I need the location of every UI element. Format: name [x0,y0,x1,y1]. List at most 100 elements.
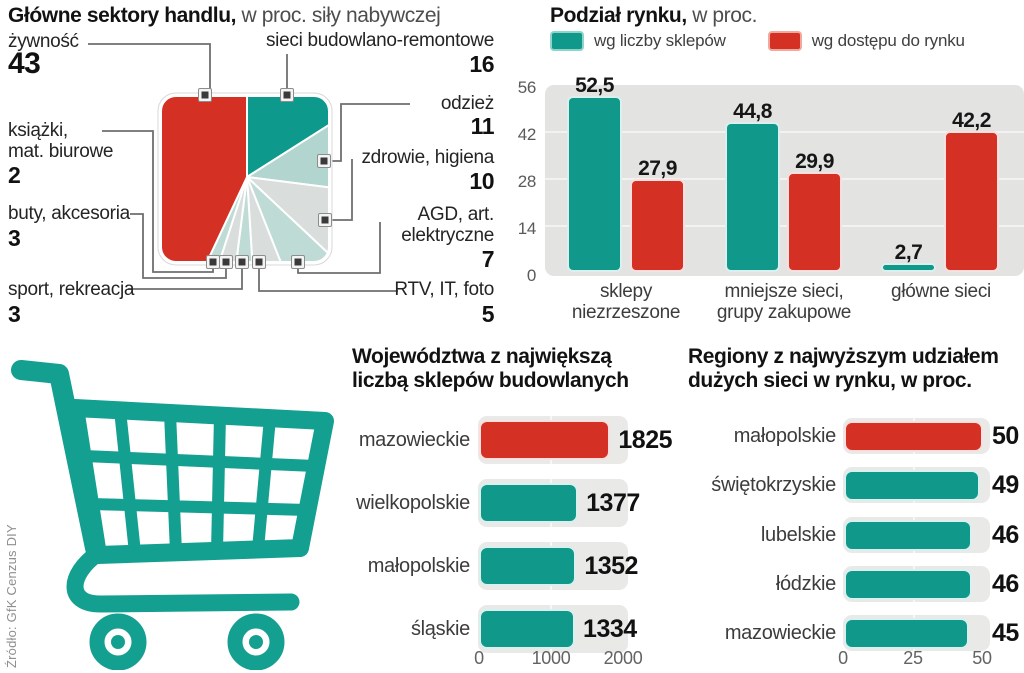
pie-value-agd: 7 [481,246,495,272]
bar-value-małopolskie: 1352 [584,552,638,580]
pie-label-buty: buty, akcesoria [8,203,130,224]
y-tick-56: 56 [517,78,537,98]
x-tick-1000: 1000 [531,648,571,668]
pie-marker-4 [294,258,302,266]
regions-title: Regiony z najwyższym udziałem dużych sie… [688,345,999,393]
bar-value-label-s0-c1: 44,8 [733,99,772,123]
cart-wheel-right-hub [249,635,263,649]
row-label-łódzkie: łódzkie [775,573,836,595]
bar-g-wne-sieci-s0 [881,262,936,272]
voivodeships-title: Województwa z największą liczbą sklepów … [352,345,629,393]
market-split-chart: Podział rynku, w proc. wg liczby sklepów… [512,0,1024,340]
bar-value-label-s0-c2: 2,7 [894,240,923,264]
pie-value-ksiazki: 2 [8,162,21,188]
pie-value-odziez: 11 [470,113,495,139]
pie-label-sieci: sieci budowlano-remontowe [265,30,494,51]
pie-marker-3 [321,216,329,224]
bar-value-mazowieckie: 1825 [618,426,673,454]
bar-małopolskie [479,546,577,586]
legend-label-shops-count: wg liczby sklepów [594,31,726,50]
x-tick-2000: 2000 [603,648,643,668]
main-sectors-title: Główne sektory handlu, w proc. siły naby… [8,4,441,27]
market-split-title: Podział rynku, w proc. [550,4,757,27]
cart-chassis [66,545,300,613]
legend-swatch-teal [550,31,584,51]
row-label-mazowieckie: mazowieckie [358,429,470,451]
main-sectors-subtitle: w proc. siły nabywczej [241,4,441,27]
bar-value-łódzkie: 46 [992,570,1019,598]
bar-value-label-s1-c1: 29,9 [795,149,834,173]
x-tick-0: 0 [474,648,484,668]
bar-value-śląskie: 1334 [583,615,637,643]
pie-label-ksiazki-line2: mat. biurowe [8,141,114,162]
bar-value-małopolskie: 50 [992,422,1019,450]
row-label-mazowieckie: mazowieckie [724,622,836,644]
pie-label-ksiazki: książki, mat. biurowe [8,120,113,162]
pie-wedge-3 [246,176,330,263]
bar-świętokrzyskie [844,469,981,501]
category-label-0: sklepy niezrzeszone [571,281,681,323]
pie-label-agd-line1: AGD, art. [417,204,495,225]
legend-swatch-red [767,31,802,51]
pie-value-sieci: 16 [469,51,494,77]
pie-value-zdrowie: 10 [469,168,494,194]
bar-mazowieckie [479,420,611,460]
bar-lubelskie [844,519,972,551]
cart-section [0,340,345,673]
main-sectors-title-bold: Główne sektory handlu, [8,4,237,27]
legend-label-market-access: wg dostępu do rynku [811,31,965,50]
y-tick-28: 28 [517,172,537,192]
source-note: Źródło: GfK Cenzus DIY [4,524,19,668]
bar-śląskie [479,609,576,649]
bar-value-wielkopolskie: 1377 [586,489,640,517]
bar-wielkopolskie [479,483,579,523]
bar-mniejsze-sieci--s1 [787,171,842,272]
pie-marker-6 [238,258,246,266]
pie-wedge-4 [246,176,330,263]
pie-wedge-5 [217,176,263,263]
pie-label-agd: AGD, art. elektryczne [401,204,494,246]
pie-label-zywnosc: żywność [8,31,79,52]
x-tick-0: 0 [838,648,848,668]
voivodeships-chart: Województwa z największą liczbą sklepów … [345,340,680,673]
x-tick-25: 25 [903,648,923,668]
pie-label-rtv: RTV, IT, foto [394,279,494,300]
row-label-małopolskie: małopolskie [367,555,471,577]
cart-wheel-left-hub [111,635,125,649]
pie-marker-7 [222,258,230,266]
bar-mazowieckie [844,617,970,649]
voivodeships-title-line2: liczbą sklepów budowlanych [352,369,629,392]
pie-value-buty: 3 [8,225,21,251]
pie-wedge-1 [244,95,330,207]
square-pie-chart [88,43,410,292]
voivodeships-title-line1: Województwa z największą [352,345,612,368]
bar-łódzkie [844,568,972,600]
bar-value-label-s1-c2: 42,2 [952,108,991,132]
y-tick-42: 42 [517,125,537,145]
bar-sklepy-s0 [567,96,622,272]
bar-value-świętokrzyskie: 49 [992,471,1019,499]
row-label-małopolskie: małopolskie [733,425,837,447]
category-label-1: mniejsze sieci, grupy zakupowe [716,281,852,323]
row-label-świętokrzyskie: świętokrzyskie [711,474,836,496]
cart-grid-vertical [114,404,276,559]
pie-wedges [160,95,330,263]
pie-label-zdrowie: zdrowie, higiena [361,147,494,168]
y-tick-0: 0 [526,266,536,285]
category-label-2: główne sieci [891,281,991,302]
pie-marker-0 [201,91,209,99]
pie-marker-1 [283,91,291,99]
row-label-lubelskie: lubelskie [760,524,836,546]
main-sectors-chart: Główne sektory handlu, w proc. siły naby… [0,0,512,340]
pie-marker-2 [320,157,328,165]
bar-value-lubelskie: 46 [992,521,1019,549]
pie-wedge-7 [160,176,248,263]
gridline-14 [545,225,1024,228]
pie-value-sport: 3 [8,301,21,327]
leader-lines [88,43,410,292]
pie-wedge-0 [246,95,330,179]
regions-title-line1: Regiony z najwyższym udziałem [688,345,999,368]
pie-wedge-2 [244,175,330,263]
pie-marker-5 [255,258,263,266]
shopping-cart-icon [11,360,334,670]
